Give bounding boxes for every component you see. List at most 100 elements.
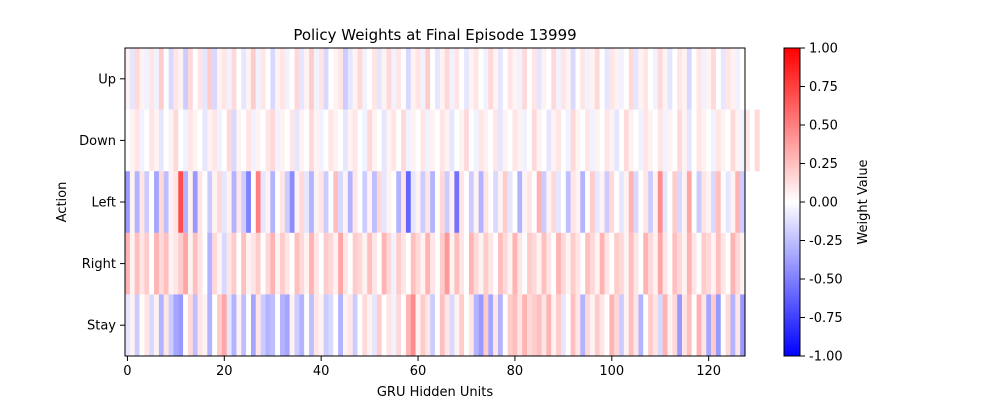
heatmap-cell (342, 48, 348, 110)
heatmap-cell (125, 48, 130, 110)
heatmap-cell (372, 232, 378, 295)
heatmap-cell (221, 171, 227, 233)
heatmap-cell (473, 232, 479, 295)
heatmap-cell (289, 171, 295, 233)
heatmap-cell (711, 294, 717, 357)
heatmap-cell (527, 171, 533, 233)
heatmap-cell (280, 232, 285, 295)
heatmap-cell (270, 232, 276, 295)
heatmap-cell (250, 294, 256, 357)
heatmap-cell (139, 48, 145, 110)
y-tick-label: Left (92, 196, 116, 211)
heatmap-cell (730, 48, 736, 110)
heatmap-cell (231, 48, 237, 110)
heatmap-cell (299, 48, 305, 110)
heatmap-cell (565, 171, 571, 233)
x-tick-label: 0 (123, 364, 131, 379)
heatmap-cell (158, 48, 164, 110)
heatmap-cell (565, 48, 571, 110)
heatmap-cell (260, 109, 266, 172)
heatmap-cell (236, 232, 242, 295)
heatmap-cell (730, 232, 736, 295)
heatmap-cell (386, 48, 392, 110)
heatmap-cell (580, 48, 586, 110)
heatmap-cell (352, 294, 358, 357)
heatmap-cell (192, 232, 198, 295)
heatmap-cell (531, 232, 537, 295)
heatmap-cell (430, 294, 436, 357)
heatmap-cell (217, 109, 223, 172)
heatmap-cell (464, 109, 470, 172)
heatmap-cell (410, 232, 416, 295)
heatmap-cell (125, 171, 130, 233)
heatmap-cell (250, 109, 256, 172)
heatmap-cell (473, 171, 479, 233)
heatmap-cell (187, 294, 193, 357)
heatmap-cell (396, 109, 402, 172)
heatmap-cell (735, 294, 741, 357)
heatmap-cell (299, 232, 305, 295)
heatmap-cell (362, 294, 368, 357)
heatmap-cell (497, 232, 503, 295)
heatmap-cell (594, 109, 600, 172)
heatmap-cell (154, 48, 160, 110)
heatmap-cell (323, 171, 329, 233)
heatmap-cell (497, 109, 503, 172)
heatmap-cell (464, 294, 470, 357)
heatmap-cell (696, 171, 702, 233)
heatmap-cell (493, 171, 499, 233)
heatmap-cell (275, 171, 281, 233)
heatmap-cell (551, 294, 557, 357)
heatmap-cell (158, 109, 164, 172)
heatmap-cell (517, 232, 523, 295)
heatmap-cell (522, 109, 528, 172)
heatmap-cell (129, 171, 135, 233)
heatmap-cell (652, 171, 658, 233)
y-tick-label: Up (98, 72, 116, 87)
heatmap-cell (488, 171, 494, 233)
heatmap-cell (439, 48, 445, 110)
heatmap-cell (420, 48, 426, 110)
heatmap-cell (347, 109, 353, 172)
heatmap-cell (638, 232, 644, 295)
heatmap-cell (420, 109, 426, 172)
heatmap-cell (149, 109, 155, 172)
heatmap-cell (309, 171, 315, 233)
heatmap-cell (265, 171, 271, 233)
heatmap-cell (715, 232, 721, 295)
heatmap-cell (255, 294, 261, 357)
x-tick-label: 120 (696, 364, 721, 379)
heatmap-cell (570, 48, 576, 110)
heatmap-cell (706, 109, 712, 172)
heatmap-cell (158, 171, 164, 233)
heatmap-cell (362, 232, 368, 295)
heatmap-cell (168, 109, 174, 172)
heatmap-cell (633, 109, 639, 172)
heatmap-cell (323, 294, 329, 357)
heatmap-cell (129, 109, 135, 172)
heatmap-cell (740, 294, 746, 357)
heatmap-cell (648, 232, 654, 295)
heatmap-cell (701, 48, 707, 110)
heatmap-cell (338, 294, 344, 357)
heatmap-cell (231, 232, 237, 295)
heatmap-cell (691, 294, 697, 357)
heatmap-cell (556, 48, 562, 110)
heatmap-cell (309, 109, 315, 172)
heatmap-cell (401, 109, 407, 172)
heatmap-cell (396, 48, 402, 110)
heatmap-cell (633, 48, 639, 110)
heatmap-cell (221, 232, 227, 295)
heatmap-cell (512, 171, 518, 233)
heatmap-cell (556, 109, 562, 172)
heatmap-cell (435, 48, 440, 110)
heatmap-cell (173, 294, 179, 357)
heatmap-cell (536, 294, 542, 357)
heatmap-cell (367, 232, 373, 295)
heatmap-cell (493, 48, 499, 110)
heatmap-cell (449, 109, 455, 172)
heatmap-cell (464, 171, 470, 233)
heatmap-cell (313, 48, 319, 110)
heatmap-cell (246, 294, 252, 357)
heatmap-cell (367, 109, 373, 172)
